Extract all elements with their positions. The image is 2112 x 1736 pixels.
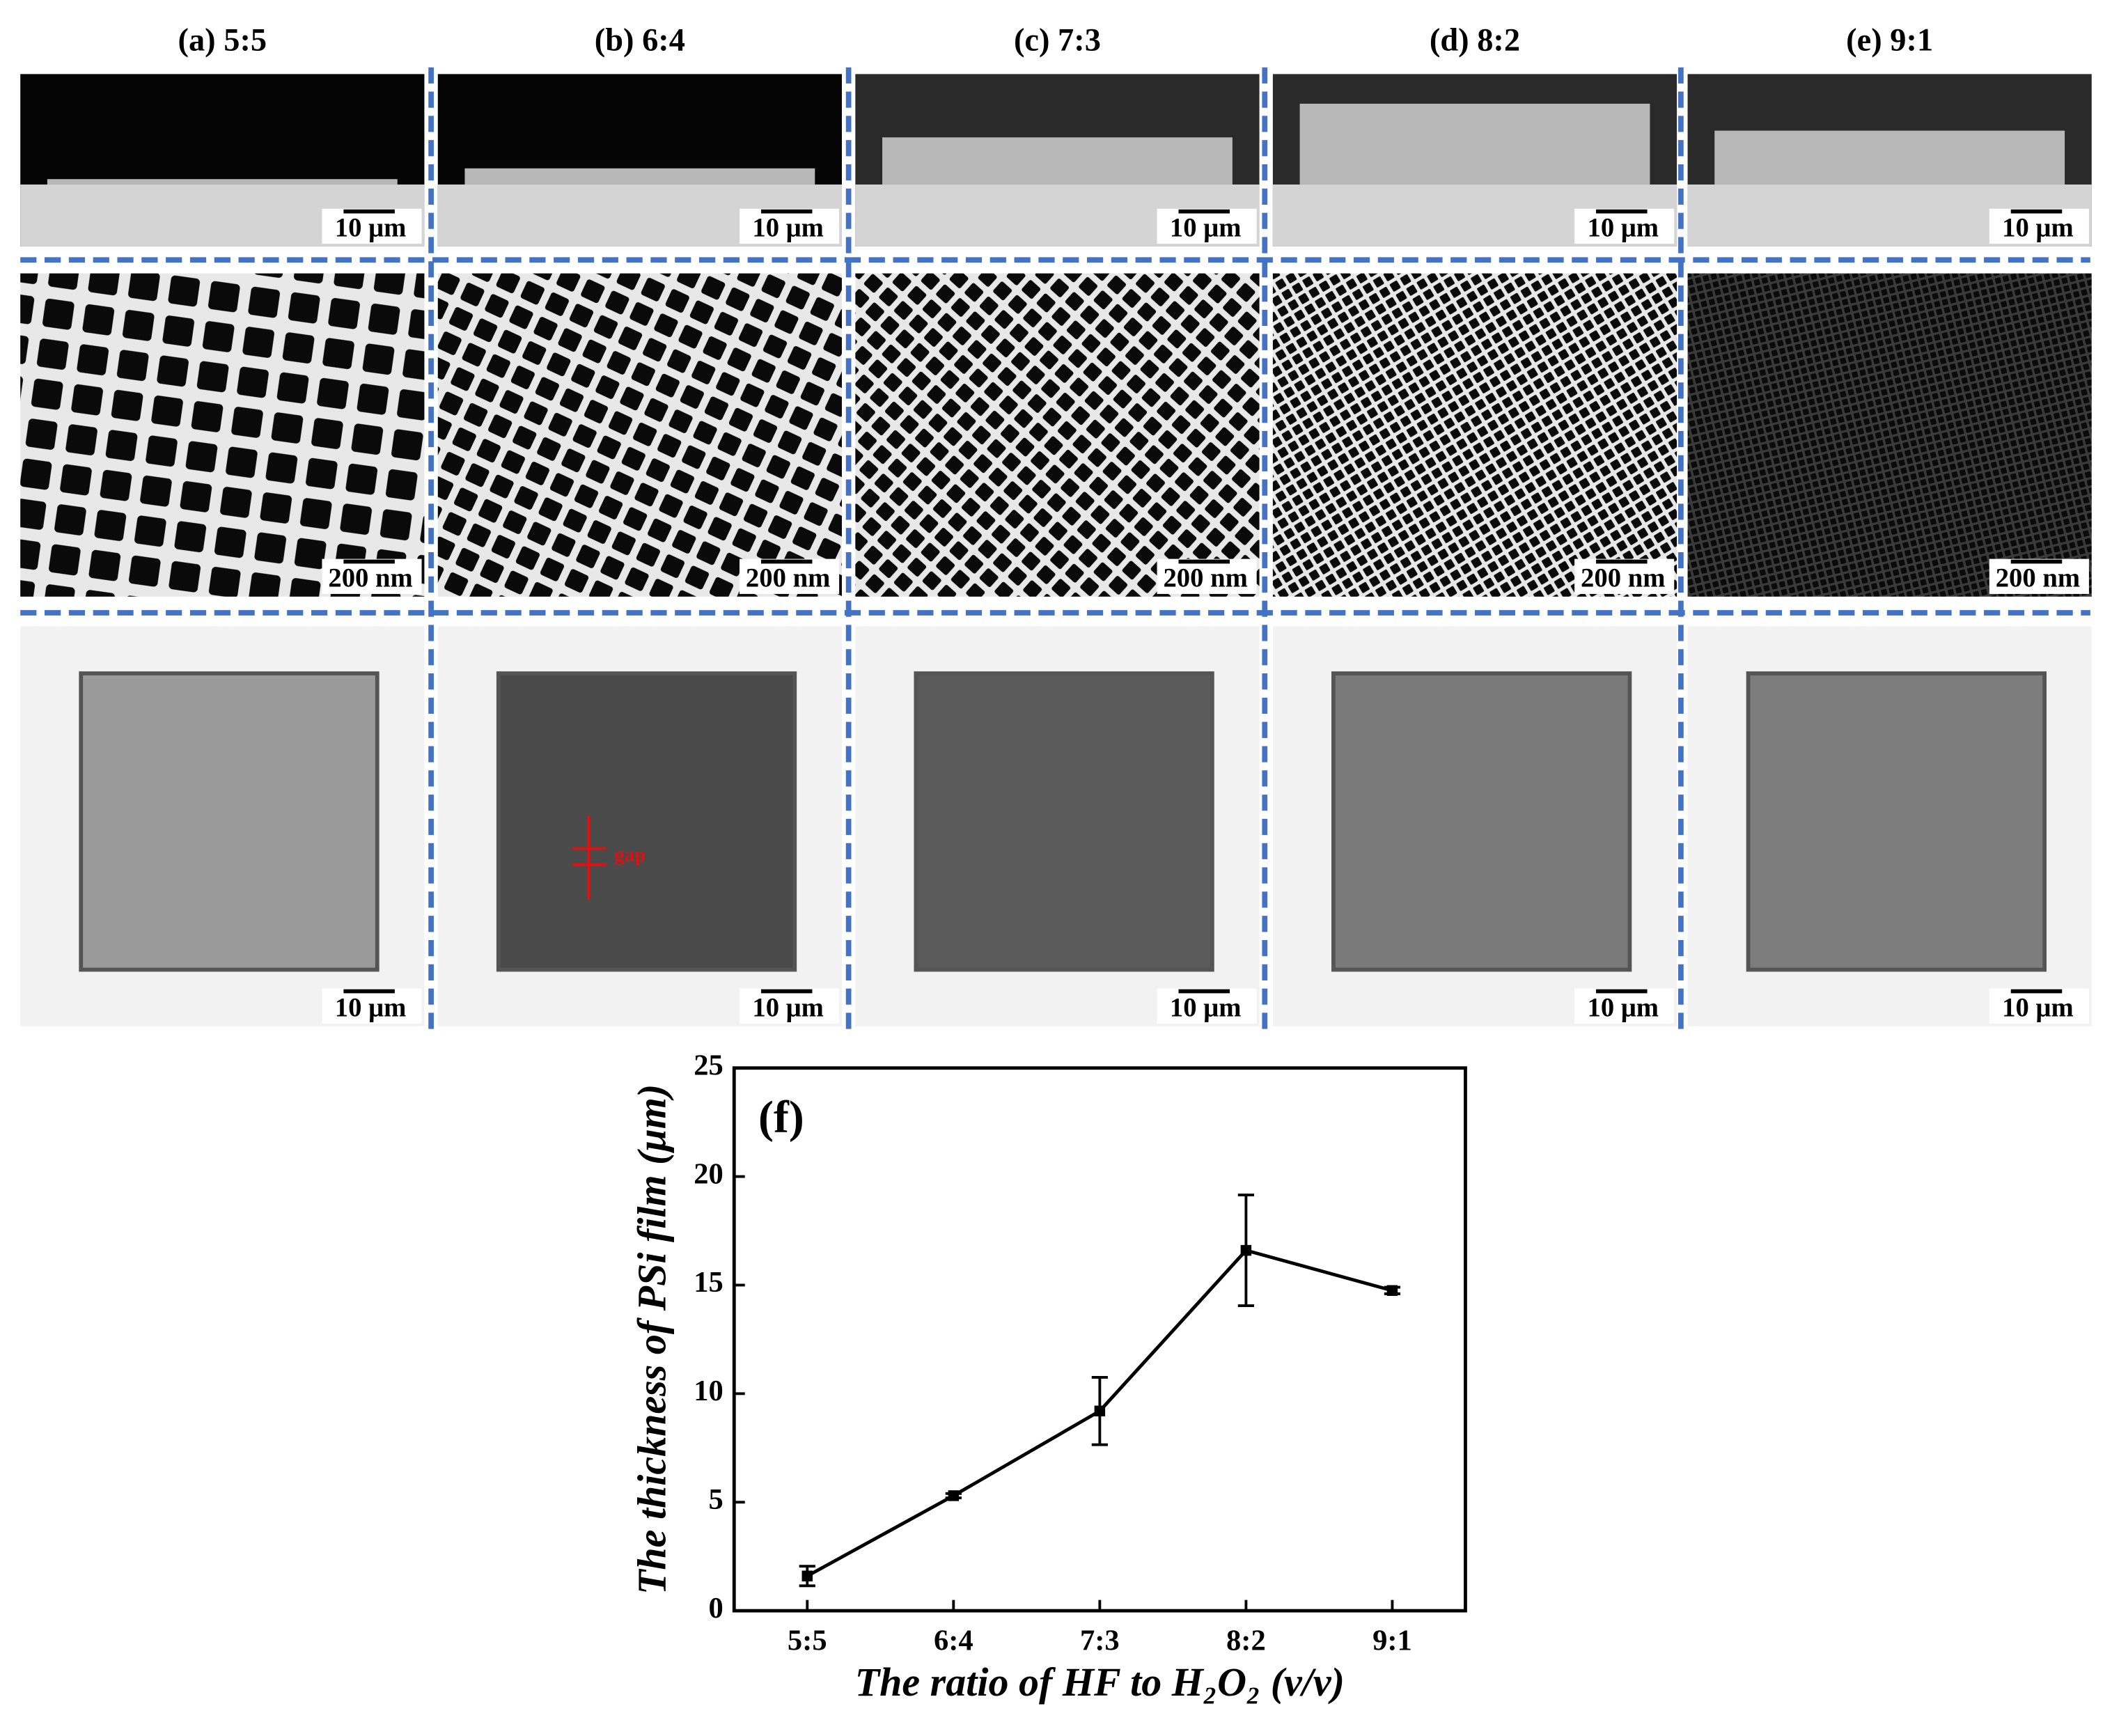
scale-bar-label: 10 μm [1170, 993, 1241, 1022]
sem-porous [437, 273, 842, 597]
chart: (f) 0 5 10 15 20 25 5:5 6:4 7:3 8:2 9:1 The ratio of… [629, 1049, 1467, 1705]
data-point [948, 1490, 960, 1501]
scale-bar-bg [1574, 988, 1675, 1024]
scale-bar-label: 200 nm [746, 563, 830, 593]
data-point [1094, 1405, 1106, 1417]
scale-bar-label: 10 μm [335, 993, 406, 1022]
scale-bar-label: 200 nm [328, 563, 412, 593]
y-tick-label: 25 [694, 1049, 723, 1081]
sem-square [496, 671, 797, 972]
y-tick-label: 15 [694, 1266, 723, 1299]
scale-bar-bg [1157, 208, 1257, 244]
sem-film [1714, 130, 2065, 185]
sem-porous [20, 273, 425, 597]
x-tick-label: 5:5 [788, 1624, 827, 1657]
scale-bar-bg [1574, 208, 1675, 244]
scale-bar-bg [739, 558, 840, 594]
sem-film [882, 137, 1233, 185]
scale-bar-bg [1574, 558, 1675, 594]
scale-bar-bg [1157, 988, 1257, 1024]
y-tick-label: 10 [694, 1375, 723, 1407]
data-point [1240, 1244, 1252, 1256]
scale-bar-label: 10 μm [752, 214, 823, 243]
scale-bar-label: 200 nm [1163, 563, 1247, 593]
x-axis-label: The ratio of HF to H₂O₂ (v/v) [855, 1659, 1345, 1705]
data-point [1386, 1285, 1398, 1297]
scale-bar-bg [739, 988, 840, 1024]
sem-square [914, 671, 1214, 972]
data-point [801, 1570, 813, 1581]
scale-bar-bg [1989, 988, 2089, 1024]
y-tick-label: 20 [694, 1157, 723, 1190]
x-tick-label: 9:1 [1372, 1624, 1412, 1657]
sem-square [1331, 671, 1632, 972]
sem-porous [1272, 273, 1677, 597]
sem-film [464, 168, 815, 185]
x-tick-label: 7:3 [1080, 1624, 1120, 1657]
scale-bar-label: 10 μm [752, 993, 823, 1022]
panel-label: (d) 8:2 [1430, 23, 1520, 58]
sem-porous [855, 273, 1260, 597]
scale-bar-label: 10 μm [1170, 214, 1241, 243]
sem-film [1299, 103, 1650, 185]
sem-film [47, 179, 398, 185]
gap-label: gap [614, 844, 646, 866]
scale-bar-bg [1989, 208, 2089, 244]
y-axis-label: The thickness of PSi film (μm) [629, 1084, 674, 1595]
y-tick-label: 0 [709, 1592, 723, 1625]
scale-bar-label: 200 nm [1581, 563, 1665, 593]
scale-bar-label: 10 μm [335, 214, 406, 243]
panel-label: (c) 7:3 [1014, 23, 1101, 58]
plot-frame [732, 1066, 1467, 1613]
x-tick-label: 8:2 [1226, 1624, 1266, 1657]
scale-bar-bg [1157, 558, 1257, 594]
scale-bar-label: 10 μm [2002, 214, 2073, 243]
x-tick-label: 6:4 [934, 1624, 973, 1657]
scale-bar-bg [322, 988, 422, 1024]
scale-bar-bg [1989, 558, 2089, 594]
panel-label: (a) 5:5 [178, 23, 267, 58]
scale-bar-label: 10 μm [1587, 214, 1658, 243]
chart-title: (f) [758, 1092, 804, 1143]
y-tick-label: 5 [709, 1483, 723, 1516]
scale-bar-bg [322, 558, 422, 594]
panel-label: (b) 6:4 [595, 23, 685, 58]
scale-bar-bg [322, 208, 422, 244]
scale-bar-bg [739, 208, 840, 244]
sem-images: (a) 5:5 10 μm 200 nm 10 μm (b) 6:4 10 μm 200 n… [20, 23, 2092, 1035]
panel-label: (e) 9:1 [1846, 23, 1933, 58]
sem-square [1746, 671, 2047, 972]
sem-square [79, 671, 380, 972]
sem-porous [1687, 273, 2092, 597]
scale-bar-label: 10 μm [1587, 993, 1658, 1022]
scale-bar-label: 200 nm [1996, 563, 2080, 593]
scale-bar-label: 10 μm [2002, 993, 2073, 1022]
